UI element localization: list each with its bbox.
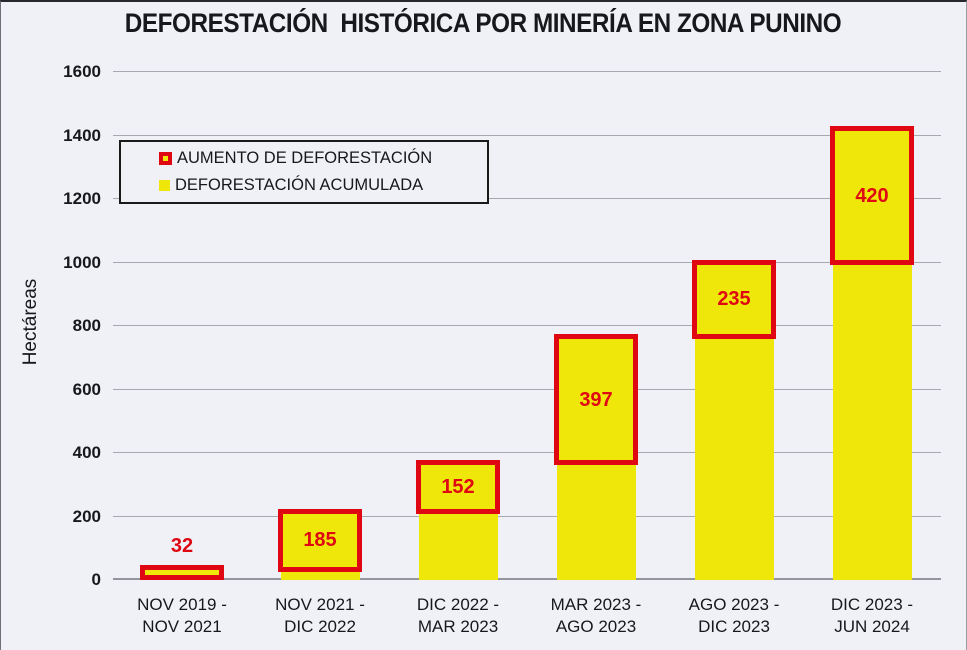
bar-value-label: 420 [855,184,889,207]
x-tick-label: AGO 2023 - DIC 2023 [659,594,809,638]
x-tick-line: MAR 2023 - [550,595,642,614]
accumulated-bar [832,262,912,580]
grid-line [113,198,941,199]
bar-value-label: 235 [717,288,751,311]
grid-line [113,71,941,72]
x-tick-label: DIC 2023 - JUN 2024 [797,594,947,638]
grid-line [113,325,941,326]
increase-box [140,564,224,580]
increase-box: 185 [278,508,362,573]
bar-value-label: 32 [170,534,194,557]
increase-box: 235 [692,259,776,340]
legend-label: DEFORESTACIÓN ACUMULADA [175,175,424,194]
x-tick-label: MAR 2023 - AGO 2023 [521,594,671,638]
x-tick-line: JUN 2024 [834,617,910,636]
x-tick-label: NOV 2019 - NOV 2021 [107,594,257,638]
grid-line [113,452,941,453]
grid-line [113,261,941,263]
x-axis-line [113,578,941,580]
x-tick-line: DIC 2022 [284,617,356,636]
grid-line [113,388,941,390]
x-tick-line: AGO 2023 [555,617,637,636]
increase-box: 152 [416,460,500,514]
y-tick-label: 1600 [63,62,101,81]
x-tick-label: NOV 2021 - DIC 2022 [245,594,395,638]
grid-line [113,515,941,517]
y-tick-label: 200 [72,506,101,526]
x-tick-line: DIC 2023 [698,617,770,636]
bar-value-label: 185 [303,529,337,552]
x-tick-line: NOV 2021 [142,617,222,636]
accumulated-swatch-icon [159,179,170,191]
increase-box: 397 [554,334,638,466]
bar-value-label: 152 [441,475,475,498]
plot-area: 0 200 400 600 800 1000 1200 1400 1600 32 NOV 2019 … [63,62,941,636]
x-tick-line: DIC 2023 - [830,595,914,614]
y-tick-label: 1200 [63,189,101,208]
chart-title-row: DEFORESTACIÓN HISTÓRICA POR MINERÍA EN Z… [1,8,966,39]
legend-item-increase: AUMENTO DE DEFORESTACIÓN [159,149,487,168]
x-tick-line: DIC 2022 - [416,595,500,614]
legend-item-accumulated: DEFORESTACIÓN ACUMULADA [159,176,487,195]
x-tick-line: MAR 2023 [417,617,499,636]
increase-swatch-icon [159,152,172,166]
y-tick-label: 400 [72,443,101,462]
y-tick-label: 1000 [63,252,101,272]
y-tick-label: 1400 [63,125,101,145]
x-tick-line: AGO 2023 - [688,595,780,614]
accumulated-bar [694,336,774,580]
accumulated-bar [556,462,636,580]
x-tick-label: DIC 2022 - MAR 2023 [383,594,533,638]
y-tick-label: 600 [72,379,101,399]
x-tick-line: NOV 2021 - [275,595,365,614]
legend-box: AUMENTO DE DEFORESTACIÓN DEFORESTACIÓN A… [119,140,489,204]
accumulated-bar [418,511,498,580]
accumulated-bar [280,569,360,580]
bar-value-label: 397 [579,388,613,411]
increase-box: 420 [830,126,914,265]
legend-label: AUMENTO DE DEFORESTACIÓN [177,149,433,168]
y-tick-label: 800 [72,316,101,335]
chart-title: DEFORESTACIÓN HISTÓRICA POR MINERÍA EN Z… [125,8,842,38]
grid-line [113,134,941,136]
x-tick-line: NOV 2019 - [137,595,227,614]
y-tick-label: 0 [91,570,101,589]
